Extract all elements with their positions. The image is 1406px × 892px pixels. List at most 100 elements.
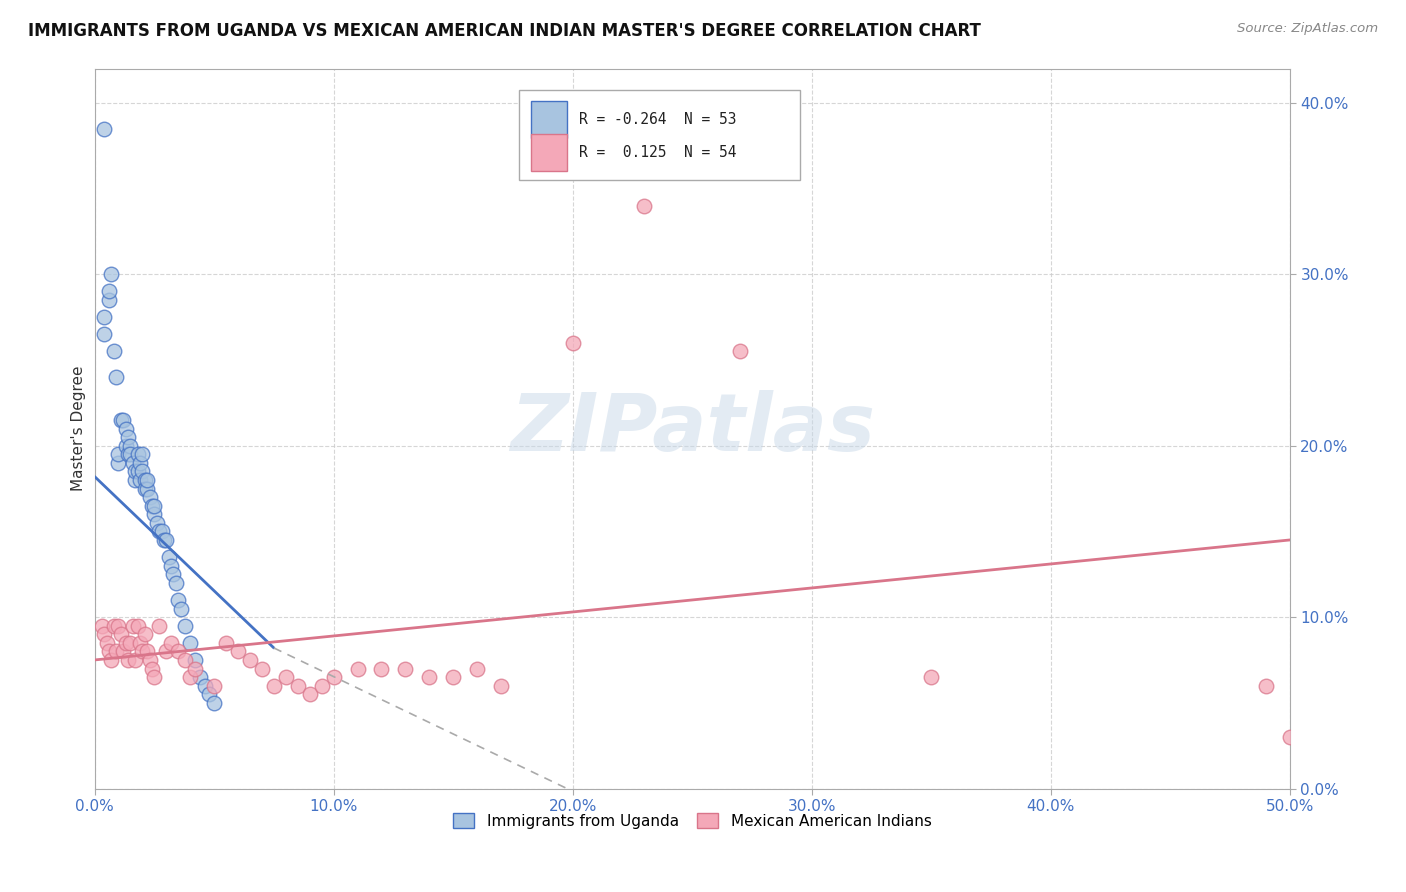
Point [97, 285, 120, 299]
Point [136, 482, 159, 496]
Point [489, 679, 512, 693]
Point [920, 670, 942, 684]
Point [107, 456, 129, 470]
Point [202, 696, 225, 710]
Point [155, 644, 177, 658]
Point [121, 618, 143, 632]
Point [274, 670, 297, 684]
Point [138, 490, 160, 504]
Y-axis label: Master's Degree: Master's Degree [72, 366, 86, 491]
Point [141, 661, 163, 675]
Point [418, 670, 440, 684]
Point [184, 661, 207, 675]
Point [633, 199, 655, 213]
FancyBboxPatch shape [531, 134, 567, 171]
Point [143, 499, 166, 513]
Point [165, 575, 187, 590]
Point [103, 344, 125, 359]
Point [107, 618, 129, 632]
Point [198, 687, 221, 701]
Point [141, 499, 163, 513]
Point [129, 636, 152, 650]
Point [162, 567, 184, 582]
Point [160, 558, 183, 573]
Point [370, 661, 392, 675]
Point [112, 413, 135, 427]
Text: ZIPatlas: ZIPatlas [510, 390, 875, 467]
Point [263, 679, 285, 693]
Text: Source: ZipAtlas.com: Source: ZipAtlas.com [1237, 22, 1378, 36]
Point [129, 473, 152, 487]
Point [184, 653, 207, 667]
Point [153, 533, 176, 547]
Point [138, 653, 160, 667]
FancyBboxPatch shape [519, 90, 800, 180]
Point [93, 121, 115, 136]
Point [120, 636, 142, 650]
Point [117, 447, 139, 461]
Legend: Immigrants from Uganda, Mexican American Indians: Immigrants from Uganda, Mexican American… [447, 807, 938, 835]
Point [90, 618, 112, 632]
Point [174, 653, 197, 667]
Point [155, 533, 177, 547]
Point [117, 653, 139, 667]
Point [150, 524, 173, 539]
Point [127, 618, 149, 632]
Point [148, 524, 170, 539]
Point [193, 679, 215, 693]
Point [127, 464, 149, 478]
Point [311, 679, 333, 693]
Point [114, 439, 136, 453]
Point [136, 473, 159, 487]
Point [174, 618, 197, 632]
Point [131, 447, 153, 461]
Point [148, 618, 170, 632]
Point [107, 447, 129, 461]
Point [143, 507, 166, 521]
Point [1278, 730, 1301, 744]
Point [97, 644, 120, 658]
Point [1254, 679, 1277, 693]
Point [215, 636, 238, 650]
Point [114, 421, 136, 435]
Point [179, 670, 201, 684]
Point [124, 464, 146, 478]
Point [93, 627, 115, 641]
Point [93, 310, 115, 324]
Point [117, 430, 139, 444]
Point [298, 687, 321, 701]
Point [728, 344, 751, 359]
Point [239, 653, 262, 667]
Point [322, 670, 344, 684]
Point [110, 413, 132, 427]
Point [105, 370, 128, 384]
Point [97, 293, 120, 307]
Point [394, 661, 416, 675]
Point [250, 661, 273, 675]
Point [131, 464, 153, 478]
Text: R = -0.264  N = 53: R = -0.264 N = 53 [579, 112, 737, 128]
FancyBboxPatch shape [531, 101, 567, 138]
Text: IMMIGRANTS FROM UGANDA VS MEXICAN AMERICAN INDIAN MASTER'S DEGREE CORRELATION CH: IMMIGRANTS FROM UGANDA VS MEXICAN AMERIC… [28, 22, 981, 40]
Point [100, 267, 122, 281]
Point [226, 644, 249, 658]
Point [287, 679, 309, 693]
Point [157, 550, 180, 565]
Point [114, 636, 136, 650]
Point [202, 679, 225, 693]
Point [441, 670, 464, 684]
Point [143, 670, 166, 684]
Point [179, 636, 201, 650]
Point [96, 636, 118, 650]
Point [105, 644, 128, 658]
Point [120, 447, 142, 461]
Point [112, 644, 135, 658]
Point [134, 482, 156, 496]
Point [188, 670, 211, 684]
Text: R =  0.125  N = 54: R = 0.125 N = 54 [579, 145, 737, 161]
Point [124, 653, 146, 667]
Point [465, 661, 488, 675]
Point [129, 456, 152, 470]
Point [134, 473, 156, 487]
Point [145, 516, 167, 530]
